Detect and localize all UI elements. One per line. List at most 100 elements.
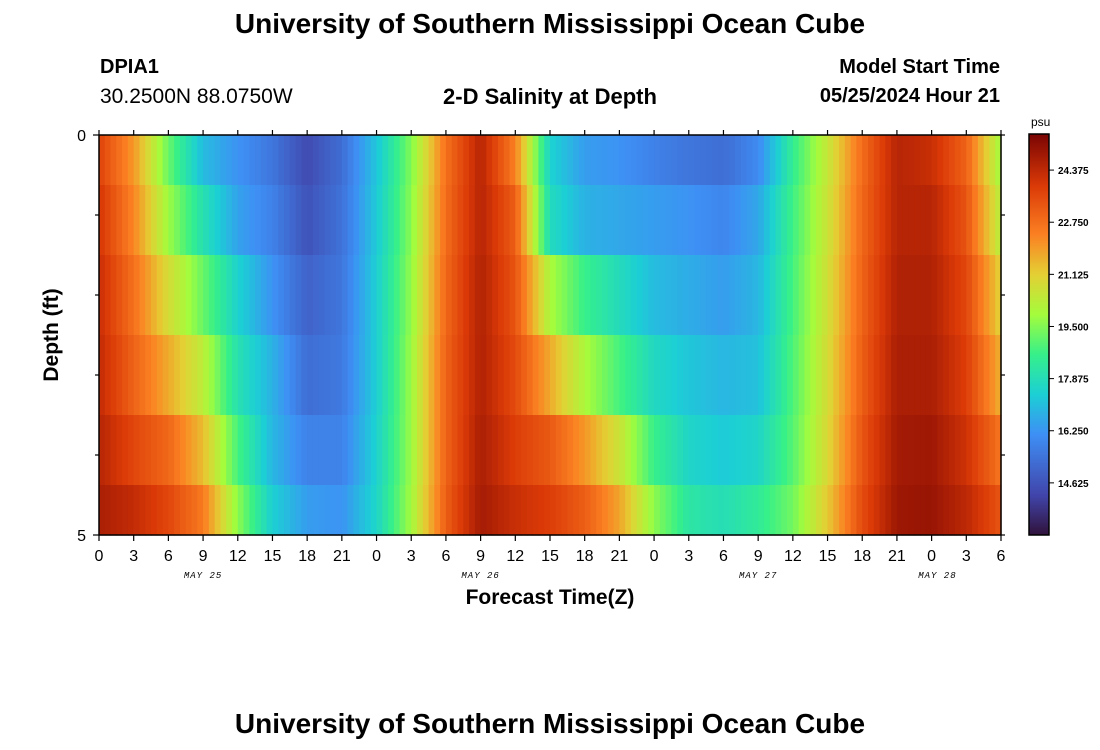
colorbar-tick-label: 21.125 (1058, 270, 1089, 281)
heatmap-cell (954, 255, 962, 336)
heatmap-cell (555, 485, 563, 536)
heatmap-cell (174, 255, 181, 336)
heatmap-cell (948, 255, 956, 336)
heatmap-cell (665, 135, 673, 186)
heatmap-cell (966, 415, 973, 486)
heatmap-cell (723, 485, 730, 536)
heatmap-cell (203, 185, 210, 256)
heatmap-cell (648, 185, 655, 256)
heatmap-cell (226, 185, 233, 256)
heatmap-cell (682, 415, 690, 486)
heatmap-cell (243, 415, 250, 486)
heatmap-cell (856, 185, 863, 256)
heatmap-cell (729, 185, 736, 256)
heatmap-cell (891, 415, 898, 486)
heatmap-cell (839, 185, 846, 256)
heatmap-cell (636, 185, 644, 256)
heatmap-cell (688, 135, 696, 186)
heatmap-cell (231, 135, 239, 186)
heatmap-cell (289, 185, 297, 256)
heatmap-cell (422, 255, 430, 336)
heatmap-cell (931, 185, 938, 256)
heatmap-cell (341, 255, 349, 336)
heatmap-cell (220, 135, 227, 186)
heatmap-cell (769, 415, 777, 486)
heatmap-cell (763, 255, 771, 336)
heatmap-cell (289, 485, 297, 536)
heatmap-cell (295, 135, 302, 186)
heatmap-cell (376, 485, 383, 536)
heatmap-cell (665, 185, 673, 256)
heatmap-cell (509, 185, 516, 256)
x-tick-label: 18 (298, 548, 316, 565)
heatmap-cell (388, 255, 395, 336)
heatmap-cell (792, 485, 800, 536)
heatmap-cell (740, 335, 748, 416)
x-tick-label: 6 (441, 548, 450, 565)
heatmap-cell (896, 255, 904, 336)
heatmap-cell (873, 335, 881, 416)
heatmap-cell (937, 135, 944, 186)
heatmap-cell (908, 485, 915, 536)
heatmap-cell (249, 185, 256, 256)
heatmap-cell (896, 185, 904, 256)
heatmap-cell (307, 335, 314, 416)
heatmap-cell (208, 255, 216, 336)
heatmap-cell (445, 135, 453, 186)
heatmap-cell (428, 335, 435, 416)
heatmap-cell (896, 135, 904, 186)
heatmap-cell (977, 485, 985, 536)
heatmap-cell (943, 335, 950, 416)
heatmap-cell (521, 135, 528, 186)
heatmap-cell (798, 335, 806, 416)
date-label: MAY 27 (739, 571, 777, 581)
heatmap-cell (266, 485, 274, 536)
heatmap-cell (931, 485, 938, 536)
heatmap-cell (289, 415, 297, 486)
heatmap-cell (659, 485, 667, 536)
heatmap-cell (561, 255, 568, 336)
heatmap-cell (307, 185, 314, 256)
heatmap-cell (509, 135, 516, 186)
heatmap-cell (353, 415, 360, 486)
heatmap-cell (706, 135, 713, 186)
heatmap-cell (550, 485, 557, 536)
heatmap-cell (856, 335, 863, 416)
heatmap-cell (226, 255, 233, 336)
heatmap-cell (497, 255, 505, 336)
heatmap-cell (318, 135, 326, 186)
heatmap-cell (104, 485, 112, 536)
heatmap-cell (249, 135, 256, 186)
heatmap-cell (833, 485, 840, 536)
heatmap-cell (619, 415, 626, 486)
heatmap-cell (706, 255, 713, 336)
x-tick-label: 12 (229, 548, 247, 565)
heatmap-cell (862, 255, 869, 336)
heatmap-cell (972, 185, 979, 256)
heatmap-cell (139, 335, 146, 416)
heatmap-cell (977, 415, 985, 486)
heatmap-cell (682, 255, 690, 336)
heatmap-cell (445, 415, 453, 486)
heatmap-cell (486, 415, 493, 486)
heatmap-cell (850, 335, 858, 416)
heatmap-cell (301, 415, 308, 486)
heatmap-cell (625, 485, 632, 536)
heatmap-cell (879, 185, 886, 256)
heatmap-cell (648, 255, 655, 336)
heatmap-cell (908, 135, 915, 186)
heatmap-cell (931, 335, 938, 416)
heatmap-cell (99, 255, 106, 336)
heatmap-cell (156, 485, 164, 536)
heatmap-cell (977, 135, 985, 186)
heatmap-cell (648, 135, 655, 186)
heatmap-cell (168, 185, 175, 256)
heatmap-cell (515, 415, 522, 486)
heatmap-cell (370, 335, 378, 416)
heatmap-cell (804, 255, 811, 336)
heatmap-cell (763, 135, 771, 186)
heatmap-cell (827, 185, 834, 256)
heatmap-cell (295, 255, 302, 336)
heatmap-cell (590, 335, 597, 416)
heatmap-cell (879, 335, 886, 416)
